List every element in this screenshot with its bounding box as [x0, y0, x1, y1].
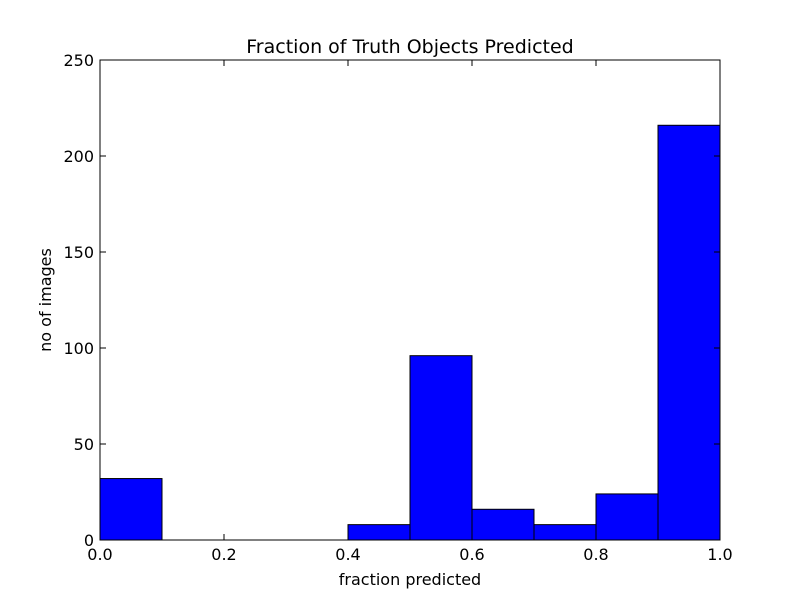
plot-frame	[99, 59, 721, 541]
histogram-bar-6	[471, 508, 535, 541]
y-tick-label-4: 200	[63, 147, 94, 166]
y-tick-label-2: 100	[63, 339, 94, 358]
y-tick-label-3: 150	[63, 243, 94, 262]
y-tick-label-0: 0	[84, 531, 94, 550]
histogram-bar-8	[595, 493, 659, 541]
bars-group	[99, 124, 721, 541]
histogram-bar-4	[347, 524, 411, 541]
x-tick-label-1: 0.2	[211, 545, 236, 564]
x-tick-label-5: 1.0	[707, 545, 732, 564]
y-tick-label-5: 250	[63, 51, 94, 70]
chart-title: Fraction of Truth Objects Predicted	[246, 36, 573, 58]
ticks-group: 0.0 0.2 0.4 0.6 0.8 1.0 0 50 100 150 200 250	[63, 51, 732, 564]
x-tick-label-4: 0.8	[583, 545, 608, 564]
x-axis-title: fraction predicted	[339, 570, 481, 589]
y-axis-title: no of images	[36, 248, 55, 352]
histogram-bar-7	[533, 524, 597, 541]
y-tick-label-1: 50	[74, 435, 94, 454]
x-tick-label-2: 0.4	[335, 545, 360, 564]
histogram-bar-5	[409, 355, 473, 541]
histogram-bar-0	[99, 478, 163, 541]
histogram-bar-9	[657, 124, 721, 541]
x-tick-label-0: 0.0	[87, 545, 112, 564]
x-tick-label-3: 0.6	[459, 545, 484, 564]
